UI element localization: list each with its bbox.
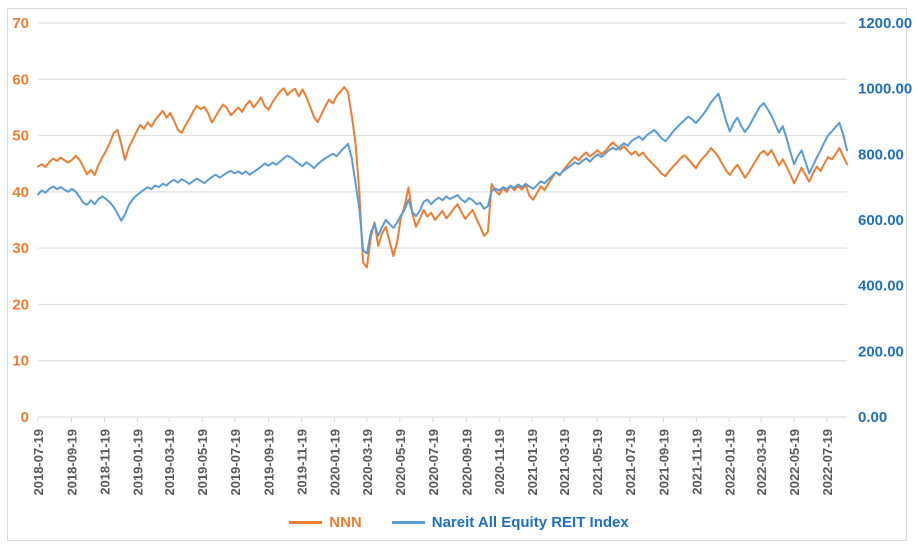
legend-label-nnn: NNN [329, 514, 362, 531]
x-axis-label: 2019-05-19 [195, 429, 210, 496]
legend-label-nareit: Nareit All Equity REIT Index [431, 514, 629, 531]
right-axis-label: 1000.00 [858, 81, 912, 98]
x-axis-label: 2018-09-19 [64, 429, 79, 496]
x-axis-label: 2022-03-19 [754, 429, 769, 496]
x-axis-label: 2019-01-19 [130, 429, 145, 496]
series-line-nnn[interactable] [37, 86, 848, 269]
left-axis-label: 30 [12, 240, 29, 257]
x-axis-label: 2021-07-19 [623, 429, 638, 496]
left-axis-label: 0 [21, 409, 29, 426]
left-axis-label: 60 [12, 71, 29, 88]
x-axis-label: 2021-01-19 [525, 429, 540, 496]
x-axis-label: 2020-03-19 [360, 429, 375, 496]
series-line-nareit[interactable] [37, 92, 848, 255]
x-axis-label: 2019-11-19 [295, 429, 310, 495]
right-axis-label: 1200.00 [858, 15, 912, 32]
x-axis-label: 2020-09-19 [459, 429, 474, 496]
left-axis-label: 70 [12, 15, 29, 32]
x-axis-label: 2020-07-19 [426, 429, 441, 496]
right-axis-label: 0.00 [858, 409, 887, 426]
left-axis-label: 50 [12, 128, 29, 145]
x-axis-label: 2019-07-19 [228, 429, 243, 496]
x-axis-label: 2022-05-19 [787, 429, 802, 496]
left-axis-label: 10 [12, 353, 29, 370]
right-axis-label: 600.00 [858, 212, 904, 229]
legend-item-nnn[interactable]: NNN [289, 514, 362, 531]
right-axis-label: 400.00 [858, 278, 904, 295]
chart-border [7, 8, 907, 541]
x-axis-label: 2021-05-19 [590, 429, 605, 496]
x-axis-label: 2021-03-19 [557, 429, 572, 496]
x-axis-label: 2022-01-19 [722, 429, 737, 496]
legend-line-swatch-nareit [391, 521, 425, 524]
left-axis-label: 40 [12, 184, 29, 201]
right-axis-label: 200.00 [858, 343, 904, 360]
x-axis-label: 2018-07-19 [31, 429, 46, 496]
x-axis-label: 2021-09-19 [656, 429, 671, 496]
right-axis-label: 800.00 [858, 146, 904, 163]
x-axis-label: 2020-11-19 [492, 429, 507, 495]
x-axis-label: 2019-03-19 [162, 429, 177, 496]
legend-item-nareit-index[interactable]: Nareit All Equity REIT Index [391, 514, 629, 531]
x-axis-label: 2022-07-19 [820, 429, 835, 496]
x-axis-label: 2020-01-19 [327, 429, 342, 496]
x-axis-label: 2021-11-19 [689, 429, 704, 495]
legend: NNN Nareit All Equity REIT Index [0, 514, 918, 531]
legend-line-swatch-nnn [289, 521, 323, 524]
x-axis-label: 2020-05-19 [393, 429, 408, 496]
left-axis-label: 20 [12, 296, 29, 313]
x-axis-label: 2019-09-19 [262, 429, 277, 496]
x-axis-label: 2018-11-19 [97, 429, 112, 495]
